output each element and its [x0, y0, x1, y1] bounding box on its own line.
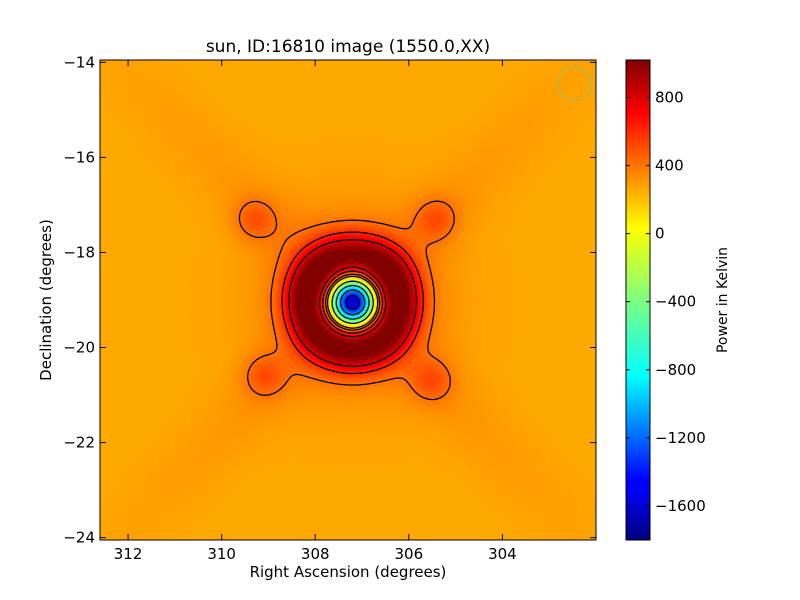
contour-positive [326, 275, 379, 329]
x-tick-label: 308 [301, 545, 330, 563]
y-tick-label: −24 [63, 529, 95, 547]
contour-negative [331, 280, 374, 325]
colorbar-tick-label: 800 [655, 88, 684, 106]
colorbar-label: Power in Kelvin [715, 247, 731, 353]
colorbar-tick-label: 0 [655, 225, 665, 243]
x-tick-label: 310 [207, 545, 236, 563]
x-axis-label: Right Ascension (degrees) [250, 563, 447, 581]
y-tick-label: −20 [63, 339, 95, 357]
x-tick-label: 306 [395, 545, 424, 563]
plot-frame [99, 59, 597, 541]
x-tick-label: 304 [488, 545, 517, 563]
colorbar-ticks: 800 400 0 −400 −800 −1200 −1600 [626, 88, 706, 515]
contour-positive [281, 231, 424, 375]
contour-lines [238, 200, 455, 401]
contour-positive [238, 200, 455, 401]
y-tick-label: −22 [63, 434, 95, 452]
colorbar-gradient [626, 60, 650, 540]
colorbar-tick-label: −1200 [655, 429, 706, 447]
heatmap-image [100, 60, 596, 540]
chart-title: sun, ID:16810 image (1550.0,XX) [206, 37, 490, 57]
contour-negative [345, 294, 361, 310]
y-tick-label: −14 [63, 53, 95, 71]
contour-positive [288, 239, 418, 367]
colorbar-tick-label: −800 [655, 361, 696, 379]
colorbar: 800 400 0 −400 −800 −1200 −1600 Power in Kelvi… [625, 59, 731, 541]
contour-negative [339, 289, 366, 316]
colorbar-tick-label: 400 [655, 157, 684, 175]
colorbar-tick-label: −400 [655, 293, 696, 311]
contour-negative [335, 284, 370, 320]
colorbar-frame [625, 59, 651, 541]
y-axis-label: Declination (degrees) [37, 219, 55, 381]
plot-area [99, 59, 597, 541]
y-tick-label: −18 [63, 243, 95, 261]
beam-circle [557, 66, 593, 102]
colorbar-tick-label: −1600 [655, 497, 706, 515]
y-axis: −14 −16 −18 −20 −22 −24 [63, 53, 596, 547]
y-tick-label: −16 [63, 148, 95, 166]
x-axis: 312 310 308 306 304 [114, 60, 517, 563]
x-tick-label: 312 [114, 545, 143, 563]
